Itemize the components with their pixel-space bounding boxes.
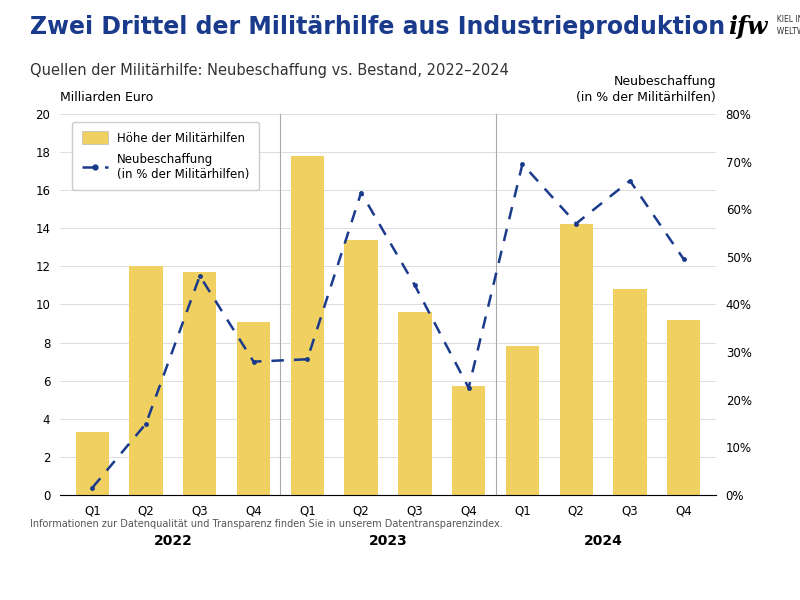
Text: 2022: 2022	[154, 534, 192, 548]
Text: ifw-kiel.de/ukrainetracker: ifw-kiel.de/ukrainetracker	[604, 555, 776, 568]
Text: Zwei Drittel der Militärhilfe aus Industrieproduktion: Zwei Drittel der Militärhilfe aus Indust…	[30, 15, 726, 39]
Text: Quellen der Militärhilfe: Neubeschaffung vs. Bestand, 2022–2024: Quellen der Militärhilfe: Neubeschaffung…	[30, 63, 510, 78]
Bar	[345, 240, 378, 495]
Legend: Höhe der Militärhilfen, Neubeschaffung
(in % der Militärhilfen): Höhe der Militärhilfen, Neubeschaffung (…	[73, 122, 259, 190]
Bar	[398, 312, 431, 495]
Text: 2023: 2023	[369, 534, 407, 548]
Text: Milliarden Euro: Milliarden Euro	[60, 91, 154, 104]
Bar	[130, 266, 162, 495]
Text: Neubeschaffung
(in % der Militärhilfen): Neubeschaffung (in % der Militärhilfen)	[576, 76, 716, 104]
Bar	[667, 320, 701, 495]
Text: ifw: ifw	[729, 15, 768, 39]
Bar	[183, 272, 217, 495]
Bar	[506, 346, 539, 495]
Bar	[290, 156, 324, 495]
Bar	[559, 224, 593, 495]
Bar	[614, 289, 646, 495]
Bar	[452, 386, 486, 495]
Bar	[237, 322, 270, 495]
Text: Informationen zur Datenqualität und Transparenz finden Sie in unserem Datentrans: Informationen zur Datenqualität und Tran…	[30, 519, 503, 529]
Text: Ukraine Support Tracker, Update Februar 2025.: Ukraine Support Tracker, Update Februar …	[30, 555, 294, 565]
Bar	[75, 432, 109, 495]
Text: KIEL INSTITUT FÜR
  WELTWIRTSCHAFT: KIEL INSTITUT FÜR WELTWIRTSCHAFT	[772, 15, 800, 37]
Text: 2024: 2024	[584, 534, 622, 548]
